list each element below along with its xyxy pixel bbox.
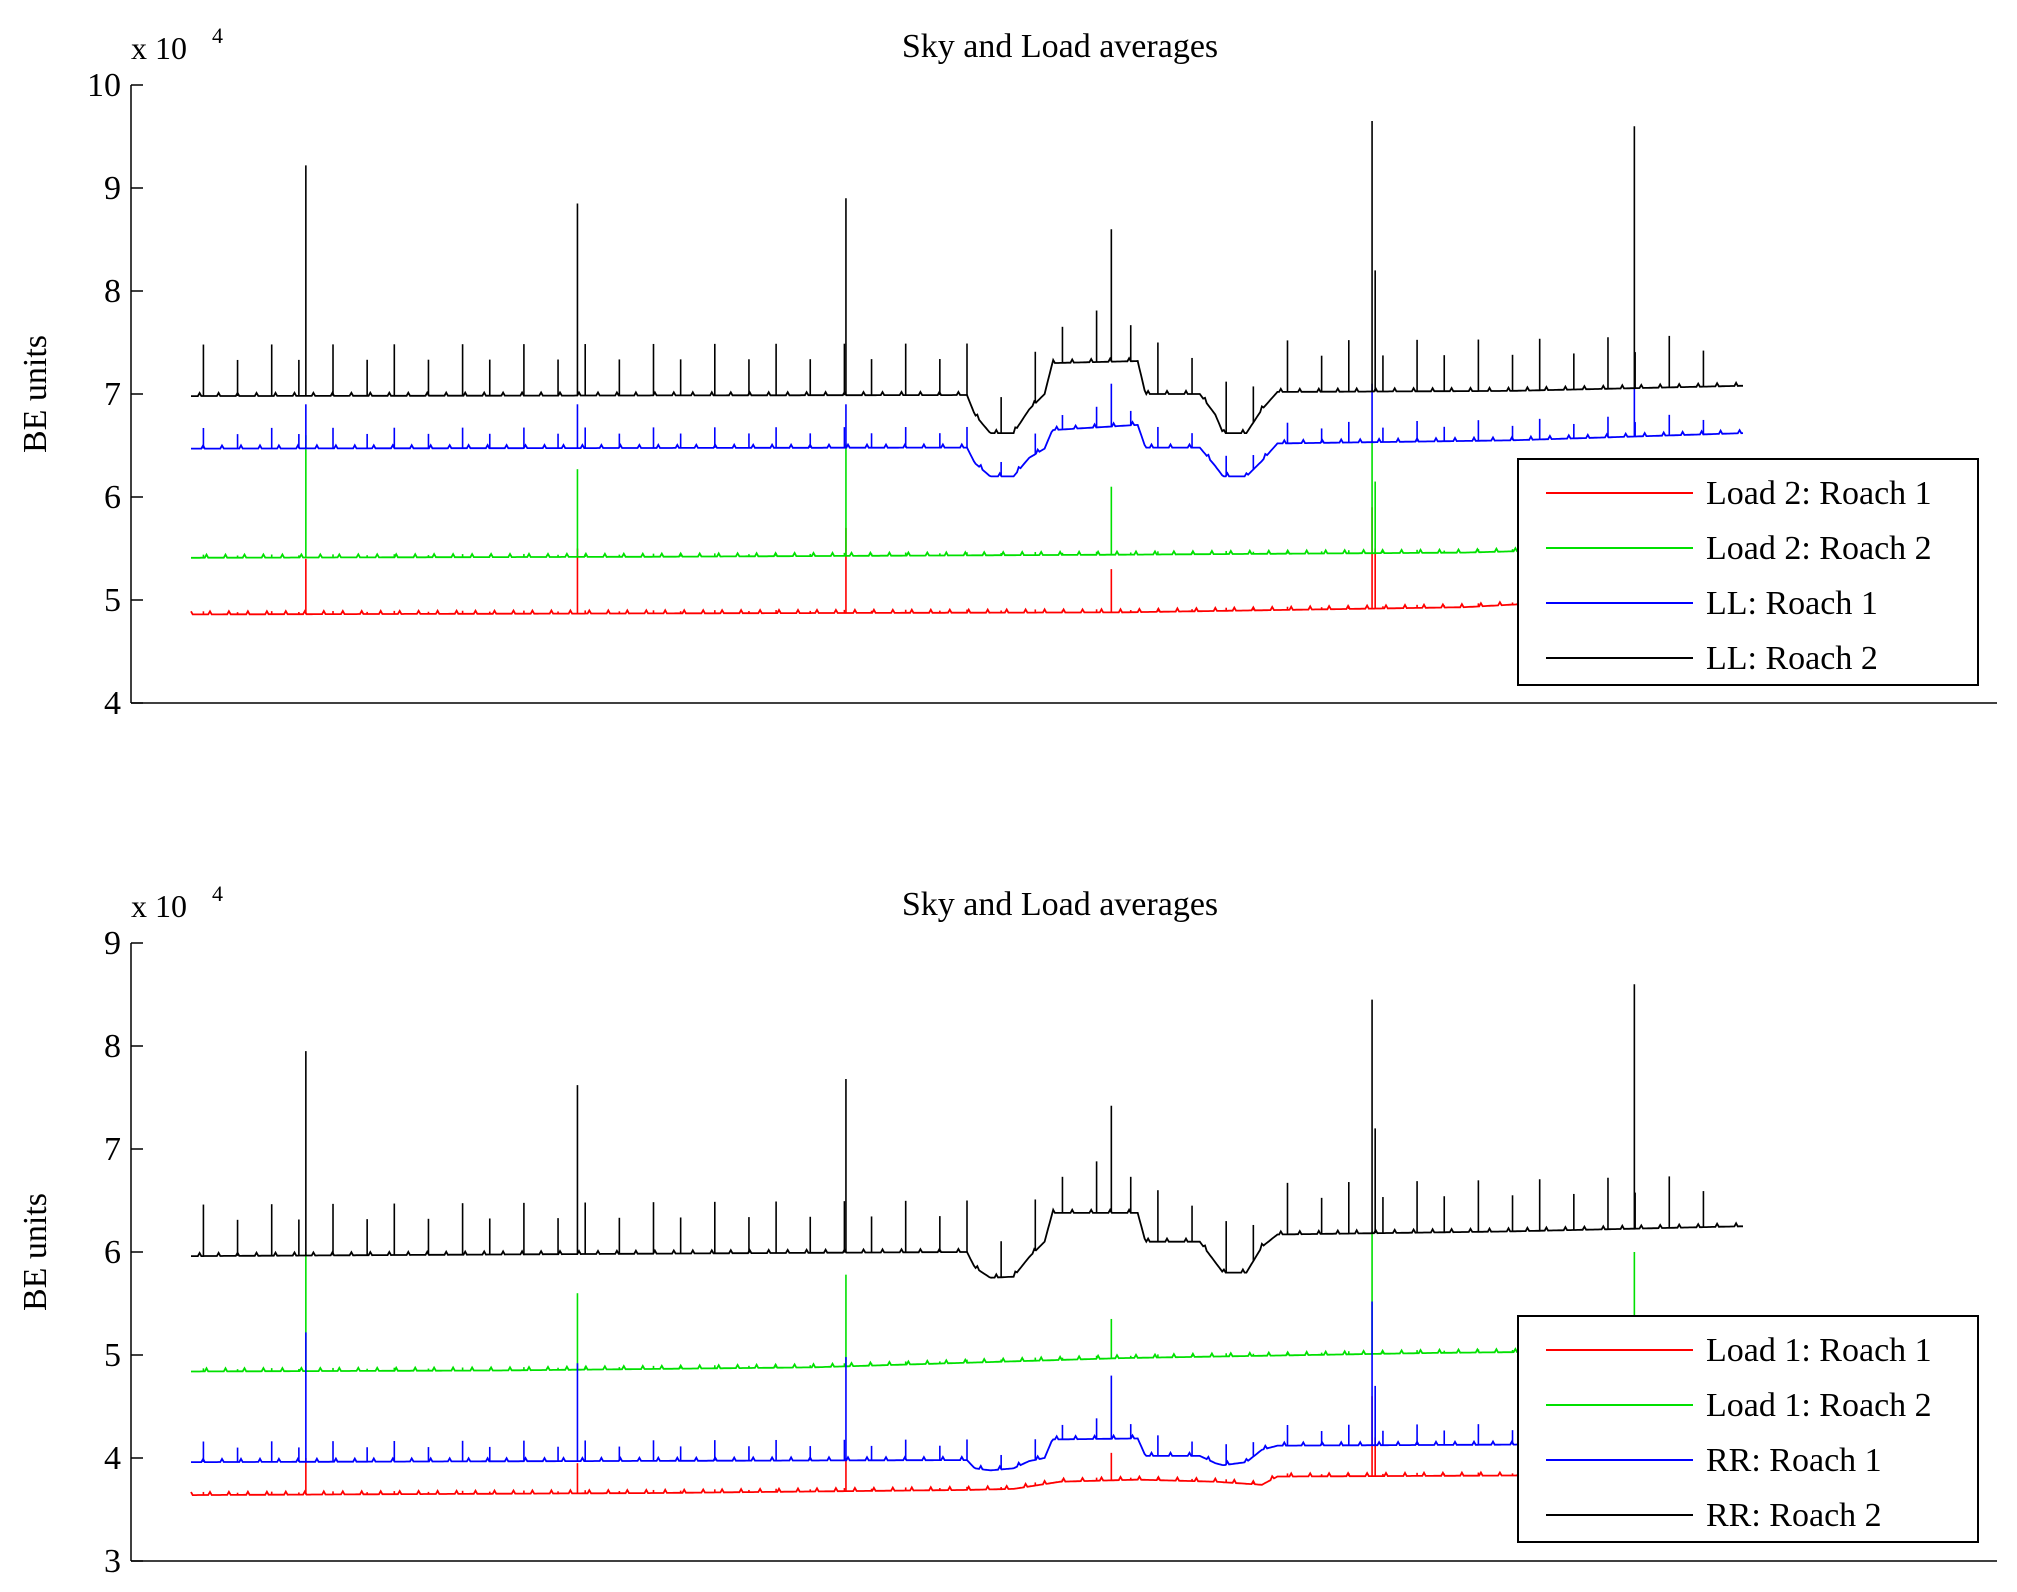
y-tick-label: 6 (104, 1234, 121, 1271)
legend-entry: Load 2: Roach 1 (1706, 475, 1932, 512)
y-exponent-label: x 10 (131, 888, 187, 924)
y-tick-label: 9 (104, 925, 121, 962)
legend-entry: LL: Roach 2 (1706, 640, 1878, 677)
chart-title: Sky and Load averages (902, 28, 1218, 65)
legend: Load 1: Roach 1 Load 1: Roach 2 RR: Roach … (1517, 1315, 1979, 1543)
series-line (191, 1433, 1744, 1472)
y-exponent-power: 4 (212, 881, 223, 906)
legend-box (1517, 1315, 1979, 1543)
legend-entry: Load 2: Roach 2 (1706, 530, 1932, 567)
y-exponent-power: 4 (212, 23, 223, 48)
y-exponent-label: x 10 (131, 30, 187, 66)
y-tick-label: 7 (104, 376, 121, 413)
series-line (191, 420, 1744, 478)
y-tick-label: 8 (104, 273, 121, 310)
y-tick-label: 3 (104, 1543, 121, 1580)
series-line (190, 1470, 1743, 1496)
y-axis-label: BE units (17, 1193, 54, 1311)
legend: Load 2: Roach 1 Load 2: Roach 2 LL: Roach … (1517, 458, 1979, 686)
series-3 (191, 1301, 1744, 1472)
series-2 (191, 1231, 1744, 1373)
series-line (191, 544, 1744, 559)
y-tick-label: 4 (104, 685, 121, 722)
chart-title: Sky and Load averages (902, 886, 1218, 923)
legend-entry: Load 1: Roach 1 (1706, 1332, 1932, 1369)
y-tick-label: 7 (104, 1131, 121, 1168)
legend-entry: Load 1: Roach 2 (1706, 1387, 1932, 1424)
series-3 (191, 383, 1744, 478)
chart-panel-1: 4 5 6 7 8 9 10 x 10 4 Sky and Load averages BE uni… (17, 23, 1997, 722)
legend-entry: RR: Roach 2 (1706, 1497, 1882, 1534)
series-line (191, 1345, 1744, 1373)
legend-entry: LL: Roach 1 (1706, 585, 1878, 622)
series-4 (191, 984, 1743, 1279)
chart-panel-2: 3 4 5 6 7 8 9 x 10 4 Sky and Load averages BE unit… (17, 881, 1997, 1580)
series-1 (190, 507, 1743, 616)
series-4 (191, 121, 1743, 434)
y-tick-label: 4 (104, 1440, 121, 1477)
legend-entry: RR: Roach 1 (1706, 1442, 1882, 1479)
y-tick-label: 5 (104, 1337, 121, 1374)
series-2 (191, 435, 1744, 559)
y-tick-label: 10 (87, 67, 121, 104)
y-tick-label: 9 (104, 170, 121, 207)
legend-box (1517, 458, 1979, 686)
y-axis-label: BE units (17, 335, 54, 453)
y-tick-label: 5 (104, 582, 121, 619)
y-tick-label: 8 (104, 1028, 121, 1065)
y-tick-label: 6 (104, 479, 121, 516)
